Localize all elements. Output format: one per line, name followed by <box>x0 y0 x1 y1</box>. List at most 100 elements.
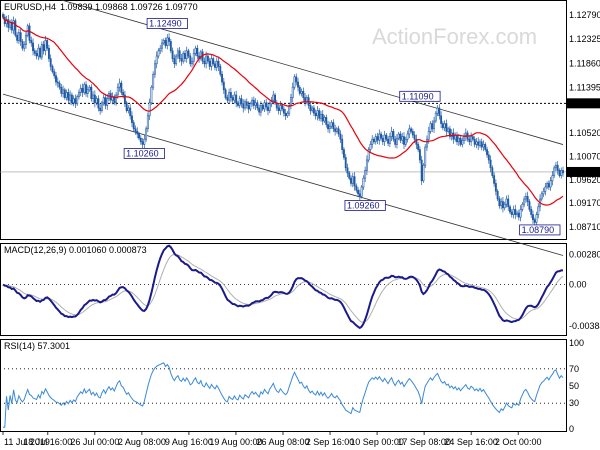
candle <box>104 93 107 110</box>
candle-body <box>284 112 287 117</box>
candle <box>426 135 428 151</box>
candle-body <box>558 170 561 176</box>
candle-body <box>304 97 307 103</box>
macd-tick-label: 0.002808 <box>569 249 600 259</box>
candle-body <box>514 209 517 215</box>
candle <box>487 151 490 164</box>
candle <box>505 195 508 208</box>
candle-body <box>556 164 559 171</box>
candle <box>192 48 195 66</box>
candle-body <box>542 190 545 195</box>
candle <box>560 167 563 179</box>
candle <box>367 147 370 163</box>
macd-panel-title: MACD(12,26,9) 0.001060 0.000873 <box>4 245 147 255</box>
candle-body <box>78 92 80 97</box>
candle <box>537 203 540 219</box>
candle-body <box>32 42 34 52</box>
time-tick-label: 18 Jul 16:00 <box>23 437 72 447</box>
candle <box>491 165 494 179</box>
candle <box>10 18 13 34</box>
candle <box>314 109 317 120</box>
candle-body <box>342 149 345 158</box>
candle-body <box>92 94 95 99</box>
candle <box>106 94 109 110</box>
candle <box>468 135 471 146</box>
candle-body <box>10 21 13 31</box>
candle-body <box>418 149 421 161</box>
candle <box>365 155 368 175</box>
candle-body <box>429 123 432 132</box>
candle-body <box>104 97 107 106</box>
candle <box>394 135 397 148</box>
candle <box>309 101 312 115</box>
candle <box>138 131 140 141</box>
candle-body <box>357 189 360 195</box>
candle-body <box>97 98 100 109</box>
candle <box>143 134 146 149</box>
candle-body <box>519 209 522 218</box>
candle <box>182 50 185 64</box>
candle <box>546 181 549 190</box>
candle-body <box>152 73 155 88</box>
candle <box>242 99 245 113</box>
rsi-tick-label: 30 <box>569 398 579 408</box>
candle <box>16 32 19 44</box>
candle-body <box>374 136 377 143</box>
candle-body <box>252 99 255 106</box>
candle-body <box>65 92 68 98</box>
candle <box>72 95 75 107</box>
candle <box>214 60 216 71</box>
candle-body <box>378 133 381 141</box>
candle <box>198 51 201 63</box>
candle-body <box>516 212 519 215</box>
rsi-panel-frame <box>0 339 567 432</box>
candle-body <box>229 92 232 98</box>
candle <box>380 131 382 141</box>
candle <box>540 191 543 202</box>
candle-body <box>517 212 520 218</box>
candle-body <box>528 201 531 210</box>
candle-body <box>491 167 494 176</box>
candle <box>162 38 165 46</box>
candle <box>512 205 515 219</box>
candle <box>184 50 186 62</box>
candle-body <box>173 58 176 65</box>
candle-body <box>288 105 291 114</box>
candle <box>397 131 400 141</box>
candle <box>40 41 43 60</box>
candle-body <box>544 186 547 192</box>
candle-body <box>484 144 487 150</box>
candle <box>282 105 285 117</box>
candle <box>509 204 511 215</box>
candle <box>355 183 358 193</box>
candle <box>102 94 105 106</box>
candle <box>448 125 451 140</box>
candle <box>212 56 215 66</box>
candle-body <box>523 198 526 205</box>
channel-lower-line <box>2 93 564 256</box>
candle <box>129 104 132 120</box>
candle-body <box>242 103 245 109</box>
candle <box>178 47 181 63</box>
candle-body <box>376 136 379 141</box>
candle <box>304 93 307 107</box>
candle-body <box>157 50 160 57</box>
candle <box>53 68 56 79</box>
annotation-label: 1.11090 <box>402 91 434 101</box>
candle-body <box>258 107 261 113</box>
candle <box>286 111 289 118</box>
candle-body <box>537 206 540 215</box>
price-tick-label: 1.08710 <box>569 222 600 232</box>
candle-body <box>348 172 351 179</box>
candle-body <box>185 50 188 59</box>
symbol-title: EURUSD,H4 <box>4 2 56 12</box>
candle-body <box>19 32 22 42</box>
candle-body <box>30 40 33 44</box>
candle <box>259 101 262 117</box>
candle-body <box>274 94 277 104</box>
candle <box>447 126 450 134</box>
candle-body <box>194 47 197 54</box>
candle-body <box>53 71 56 77</box>
price-axis: 1.12790 1.12325 1.11860 1.11395 1.10520 1.100… <box>566 10 600 232</box>
candle <box>169 38 172 54</box>
